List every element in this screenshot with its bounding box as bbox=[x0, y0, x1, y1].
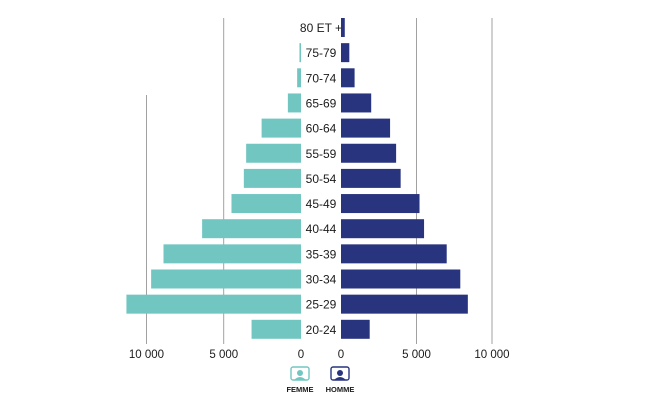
tick-label-left: 10 000 bbox=[129, 349, 164, 361]
age-label: 25-29 bbox=[306, 298, 337, 312]
male-person-icon bbox=[330, 366, 350, 381]
bar-homme-35-39 bbox=[341, 244, 447, 264]
female-person-icon bbox=[290, 366, 310, 381]
bar-homme-20-24 bbox=[341, 319, 370, 339]
legend-femme: FEMME bbox=[286, 366, 314, 394]
tick-label-left: 0 bbox=[298, 349, 304, 361]
tick-label-right: 5 000 bbox=[402, 349, 431, 361]
age-label: 75-79 bbox=[306, 46, 337, 60]
bar-femme-55-59 bbox=[246, 143, 301, 163]
age-label: 35-39 bbox=[306, 247, 337, 261]
age-label: 60-64 bbox=[306, 122, 337, 136]
bar-homme-45-49 bbox=[341, 194, 420, 214]
age-label: 65-69 bbox=[306, 96, 337, 110]
age-label: 40-44 bbox=[306, 222, 337, 236]
bar-homme-60-64 bbox=[341, 118, 391, 138]
age-label: 80 ET + bbox=[300, 21, 342, 35]
bar-homme-70-74 bbox=[341, 68, 355, 88]
age-label: 70-74 bbox=[306, 71, 337, 85]
femme-bars bbox=[126, 43, 301, 339]
bar-femme-65-69 bbox=[287, 93, 301, 113]
age-labels: 80 ET + 75-79 70-74 65-69 60-64 55-59 50-54 45-… bbox=[300, 21, 342, 337]
x-axis-ticks: 10 000 5 000 0 0 5 000 10 000 bbox=[129, 349, 510, 361]
legend: FEMME HOMME bbox=[286, 366, 355, 394]
bar-femme-25-29 bbox=[126, 294, 301, 314]
bar-homme-40-44 bbox=[341, 219, 425, 239]
bar-homme-30-34 bbox=[341, 269, 461, 289]
tick-label-right: 0 bbox=[338, 349, 344, 361]
bar-homme-50-54 bbox=[341, 168, 401, 188]
bar-homme-25-29 bbox=[341, 294, 468, 314]
bar-femme-70-74 bbox=[297, 68, 301, 88]
age-label: 50-54 bbox=[306, 172, 337, 186]
age-label: 20-24 bbox=[306, 323, 337, 337]
bar-femme-50-54 bbox=[243, 168, 301, 188]
bar-femme-45-49 bbox=[231, 194, 301, 214]
legend-femme-label: FEMME bbox=[286, 385, 313, 394]
bar-homme-65-69 bbox=[341, 93, 372, 113]
tick-label-left: 5 000 bbox=[209, 349, 238, 361]
age-label: 45-49 bbox=[306, 197, 337, 211]
bar-homme-55-59 bbox=[341, 143, 397, 163]
bar-homme-80ET bbox=[341, 18, 345, 37]
bar-femme-20-24 bbox=[251, 319, 301, 339]
bar-homme-75-79 bbox=[341, 43, 350, 63]
legend-homme: HOMME bbox=[326, 366, 355, 394]
bar-femme-60-64 bbox=[261, 118, 301, 138]
tick-label-right: 10 000 bbox=[474, 349, 509, 361]
bar-femme-75-79 bbox=[299, 43, 301, 63]
bar-femme-35-39 bbox=[163, 244, 301, 264]
age-label: 55-59 bbox=[306, 147, 337, 161]
homme-bars bbox=[341, 18, 468, 339]
bar-femme-40-44 bbox=[202, 219, 301, 239]
bar-femme-30-34 bbox=[151, 269, 301, 289]
legend-homme-label: HOMME bbox=[326, 385, 355, 394]
age-label: 30-34 bbox=[306, 273, 337, 287]
